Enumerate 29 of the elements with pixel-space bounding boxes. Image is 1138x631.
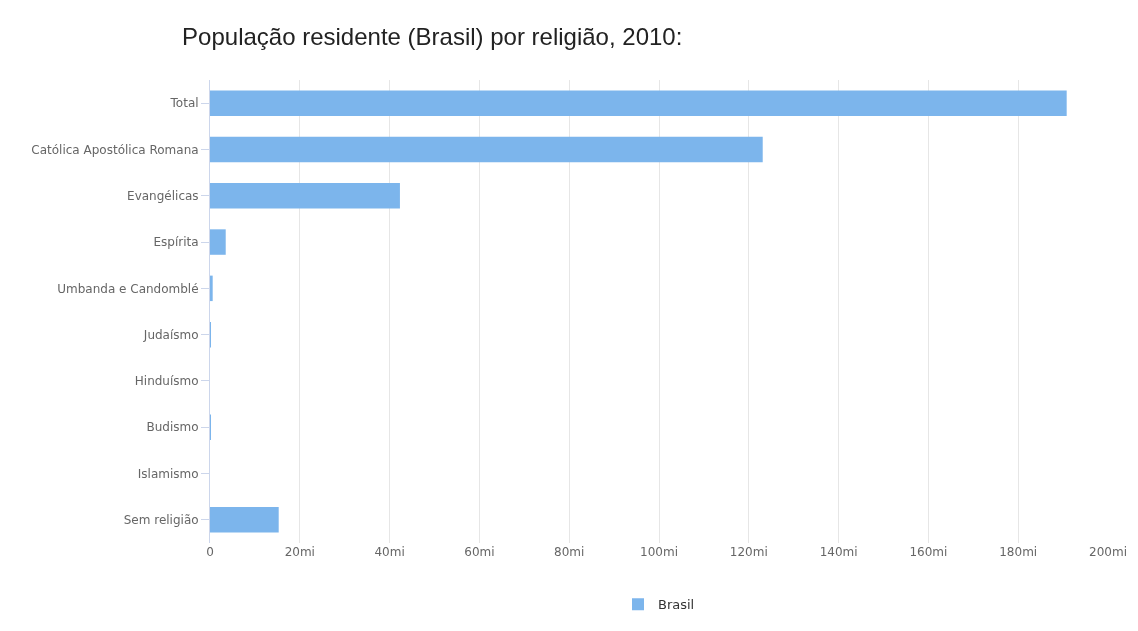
legend-label: Brasil bbox=[658, 597, 695, 613]
x-tick-label: 60mi bbox=[464, 545, 495, 559]
bar bbox=[210, 90, 1067, 116]
bar bbox=[210, 507, 279, 533]
x-tick-label: 80mi bbox=[554, 545, 585, 559]
y-tick-label: Total bbox=[169, 96, 199, 111]
y-tick-label: Espírita bbox=[153, 235, 199, 250]
bar bbox=[210, 136, 763, 163]
x-tick-label: 200mi bbox=[1089, 545, 1127, 559]
x-tick-label: 120mi bbox=[729, 545, 768, 559]
x-tick-label: 160mi bbox=[909, 545, 948, 559]
bar bbox=[210, 229, 226, 255]
y-tick-label: Islamismo bbox=[137, 466, 199, 481]
y-tick-label: Hinduísmo bbox=[134, 374, 199, 389]
x-tick-label: 0 bbox=[206, 545, 214, 559]
y-tick-label: Umbanda e Candomblé bbox=[57, 281, 199, 296]
x-tick-label: 20mi bbox=[284, 545, 315, 559]
y-tick-label: Judaísmo bbox=[142, 327, 199, 342]
chart-title: População residente (Brasil) por religião, 2010: bbox=[182, 23, 683, 51]
bar bbox=[210, 275, 213, 302]
x-tick-label: 40mi bbox=[374, 545, 405, 559]
bar bbox=[210, 183, 400, 209]
y-tick-label: Evangélicas bbox=[127, 188, 199, 203]
y-tick-label: Sem religião bbox=[123, 513, 199, 528]
x-tick-label: 140mi bbox=[819, 545, 858, 559]
y-tick-label: Católica Apostólica Romana bbox=[31, 142, 199, 157]
x-tick-label: 100mi bbox=[640, 545, 678, 559]
x-tick-label: 180mi bbox=[999, 545, 1038, 559]
y-tick-label: Budismo bbox=[146, 420, 199, 435]
